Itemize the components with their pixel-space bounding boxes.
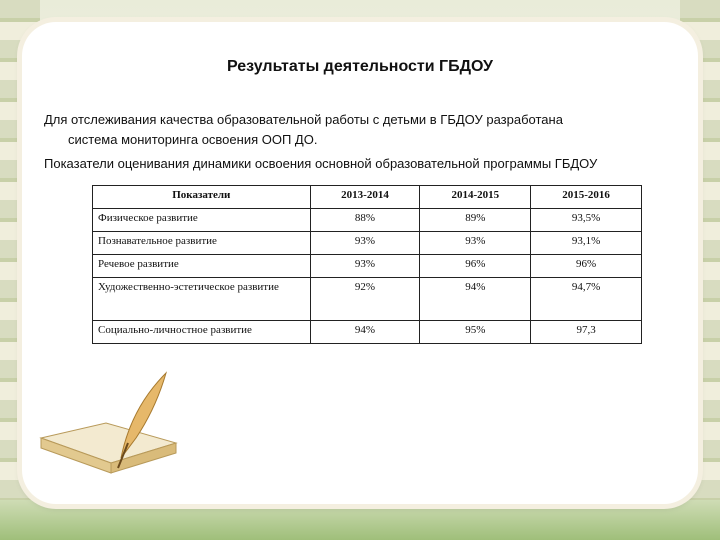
background-band bbox=[0, 500, 720, 540]
row-label: Речевое развитие bbox=[92, 254, 311, 278]
table-row: Речевое развитие 93% 96% 96% bbox=[92, 254, 642, 278]
value-cell: 96% bbox=[419, 254, 532, 278]
value-cell: 95% bbox=[419, 320, 532, 344]
value-cell: 94,7% bbox=[530, 277, 642, 321]
row-label: Физическое развитие bbox=[92, 208, 311, 232]
value-cell: 93% bbox=[309, 231, 421, 255]
table-row: Физическое развитие 88% 89% 93,5% bbox=[92, 208, 642, 232]
header-cell: 2014-2015 bbox=[419, 185, 532, 209]
paragraph-line: система мониторинга освоения ООП ДО. bbox=[68, 132, 318, 147]
paragraph-line: Для отслеживания качества образовательно… bbox=[44, 112, 563, 127]
value-cell: 89% bbox=[419, 208, 532, 232]
table-row: Познавательное развитие 93% 93% 93,1% bbox=[92, 231, 642, 255]
value-cell: 97,3 bbox=[530, 320, 642, 344]
header-cell: 2013-2014 bbox=[309, 185, 421, 209]
results-table: Показатели 2013-2014 2014-2015 2015-2016… bbox=[92, 185, 642, 344]
table-row: Художественно-эстетическое развитие 92% 94… bbox=[92, 277, 642, 321]
row-label: Познавательное развитие bbox=[92, 231, 311, 255]
value-cell: 92% bbox=[309, 277, 421, 321]
row-label: Социально-личностное развитие bbox=[92, 320, 311, 344]
value-cell: 96% bbox=[530, 254, 642, 278]
value-cell: 93% bbox=[419, 231, 532, 255]
table-header-row: Показатели 2013-2014 2014-2015 2015-2016 bbox=[92, 185, 642, 209]
value-cell: 93,1% bbox=[530, 231, 642, 255]
table-row: Социально-личностное развитие 94% 95% 97,3 bbox=[92, 320, 642, 344]
header-cell: Показатели bbox=[92, 185, 311, 209]
slide-title: Результаты деятельности ГБДОУ bbox=[226, 58, 494, 75]
value-cell: 94% bbox=[309, 320, 421, 344]
value-cell: 94% bbox=[419, 277, 532, 321]
paragraph-line: Показатели оценивания динамики освоения … bbox=[44, 156, 598, 171]
value-cell: 93,5% bbox=[530, 208, 642, 232]
value-cell: 88% bbox=[309, 208, 421, 232]
row-label: Художественно-эстетическое развитие bbox=[92, 277, 311, 321]
book-and-quill-icon bbox=[39, 371, 178, 474]
value-cell: 93% bbox=[309, 254, 421, 278]
header-cell: 2015-2016 bbox=[530, 185, 642, 209]
